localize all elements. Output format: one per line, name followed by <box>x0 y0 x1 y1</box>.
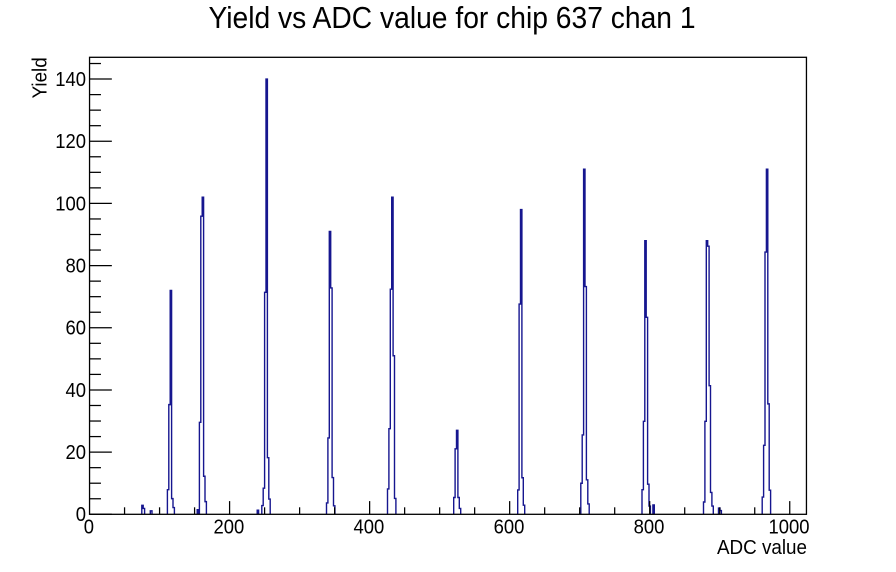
svg-text:600: 600 <box>494 516 525 538</box>
svg-text:0: 0 <box>76 504 86 526</box>
svg-text:Yield vs ADC value for chip 63: Yield vs ADC value for chip 637 chan 1 <box>208 0 695 35</box>
svg-text:40: 40 <box>65 380 86 402</box>
svg-text:Yield: Yield <box>29 57 51 98</box>
svg-text:800: 800 <box>634 516 665 538</box>
svg-text:140: 140 <box>55 69 86 91</box>
svg-text:200: 200 <box>214 516 245 538</box>
svg-text:100: 100 <box>55 193 86 215</box>
svg-text:400: 400 <box>354 516 385 538</box>
svg-text:0: 0 <box>84 516 94 538</box>
svg-text:120: 120 <box>55 131 86 153</box>
svg-text:1000: 1000 <box>769 516 810 538</box>
svg-text:80: 80 <box>65 255 86 277</box>
svg-text:ADC value: ADC value <box>717 537 807 559</box>
svg-text:20: 20 <box>65 442 86 464</box>
svg-text:60: 60 <box>65 318 86 340</box>
